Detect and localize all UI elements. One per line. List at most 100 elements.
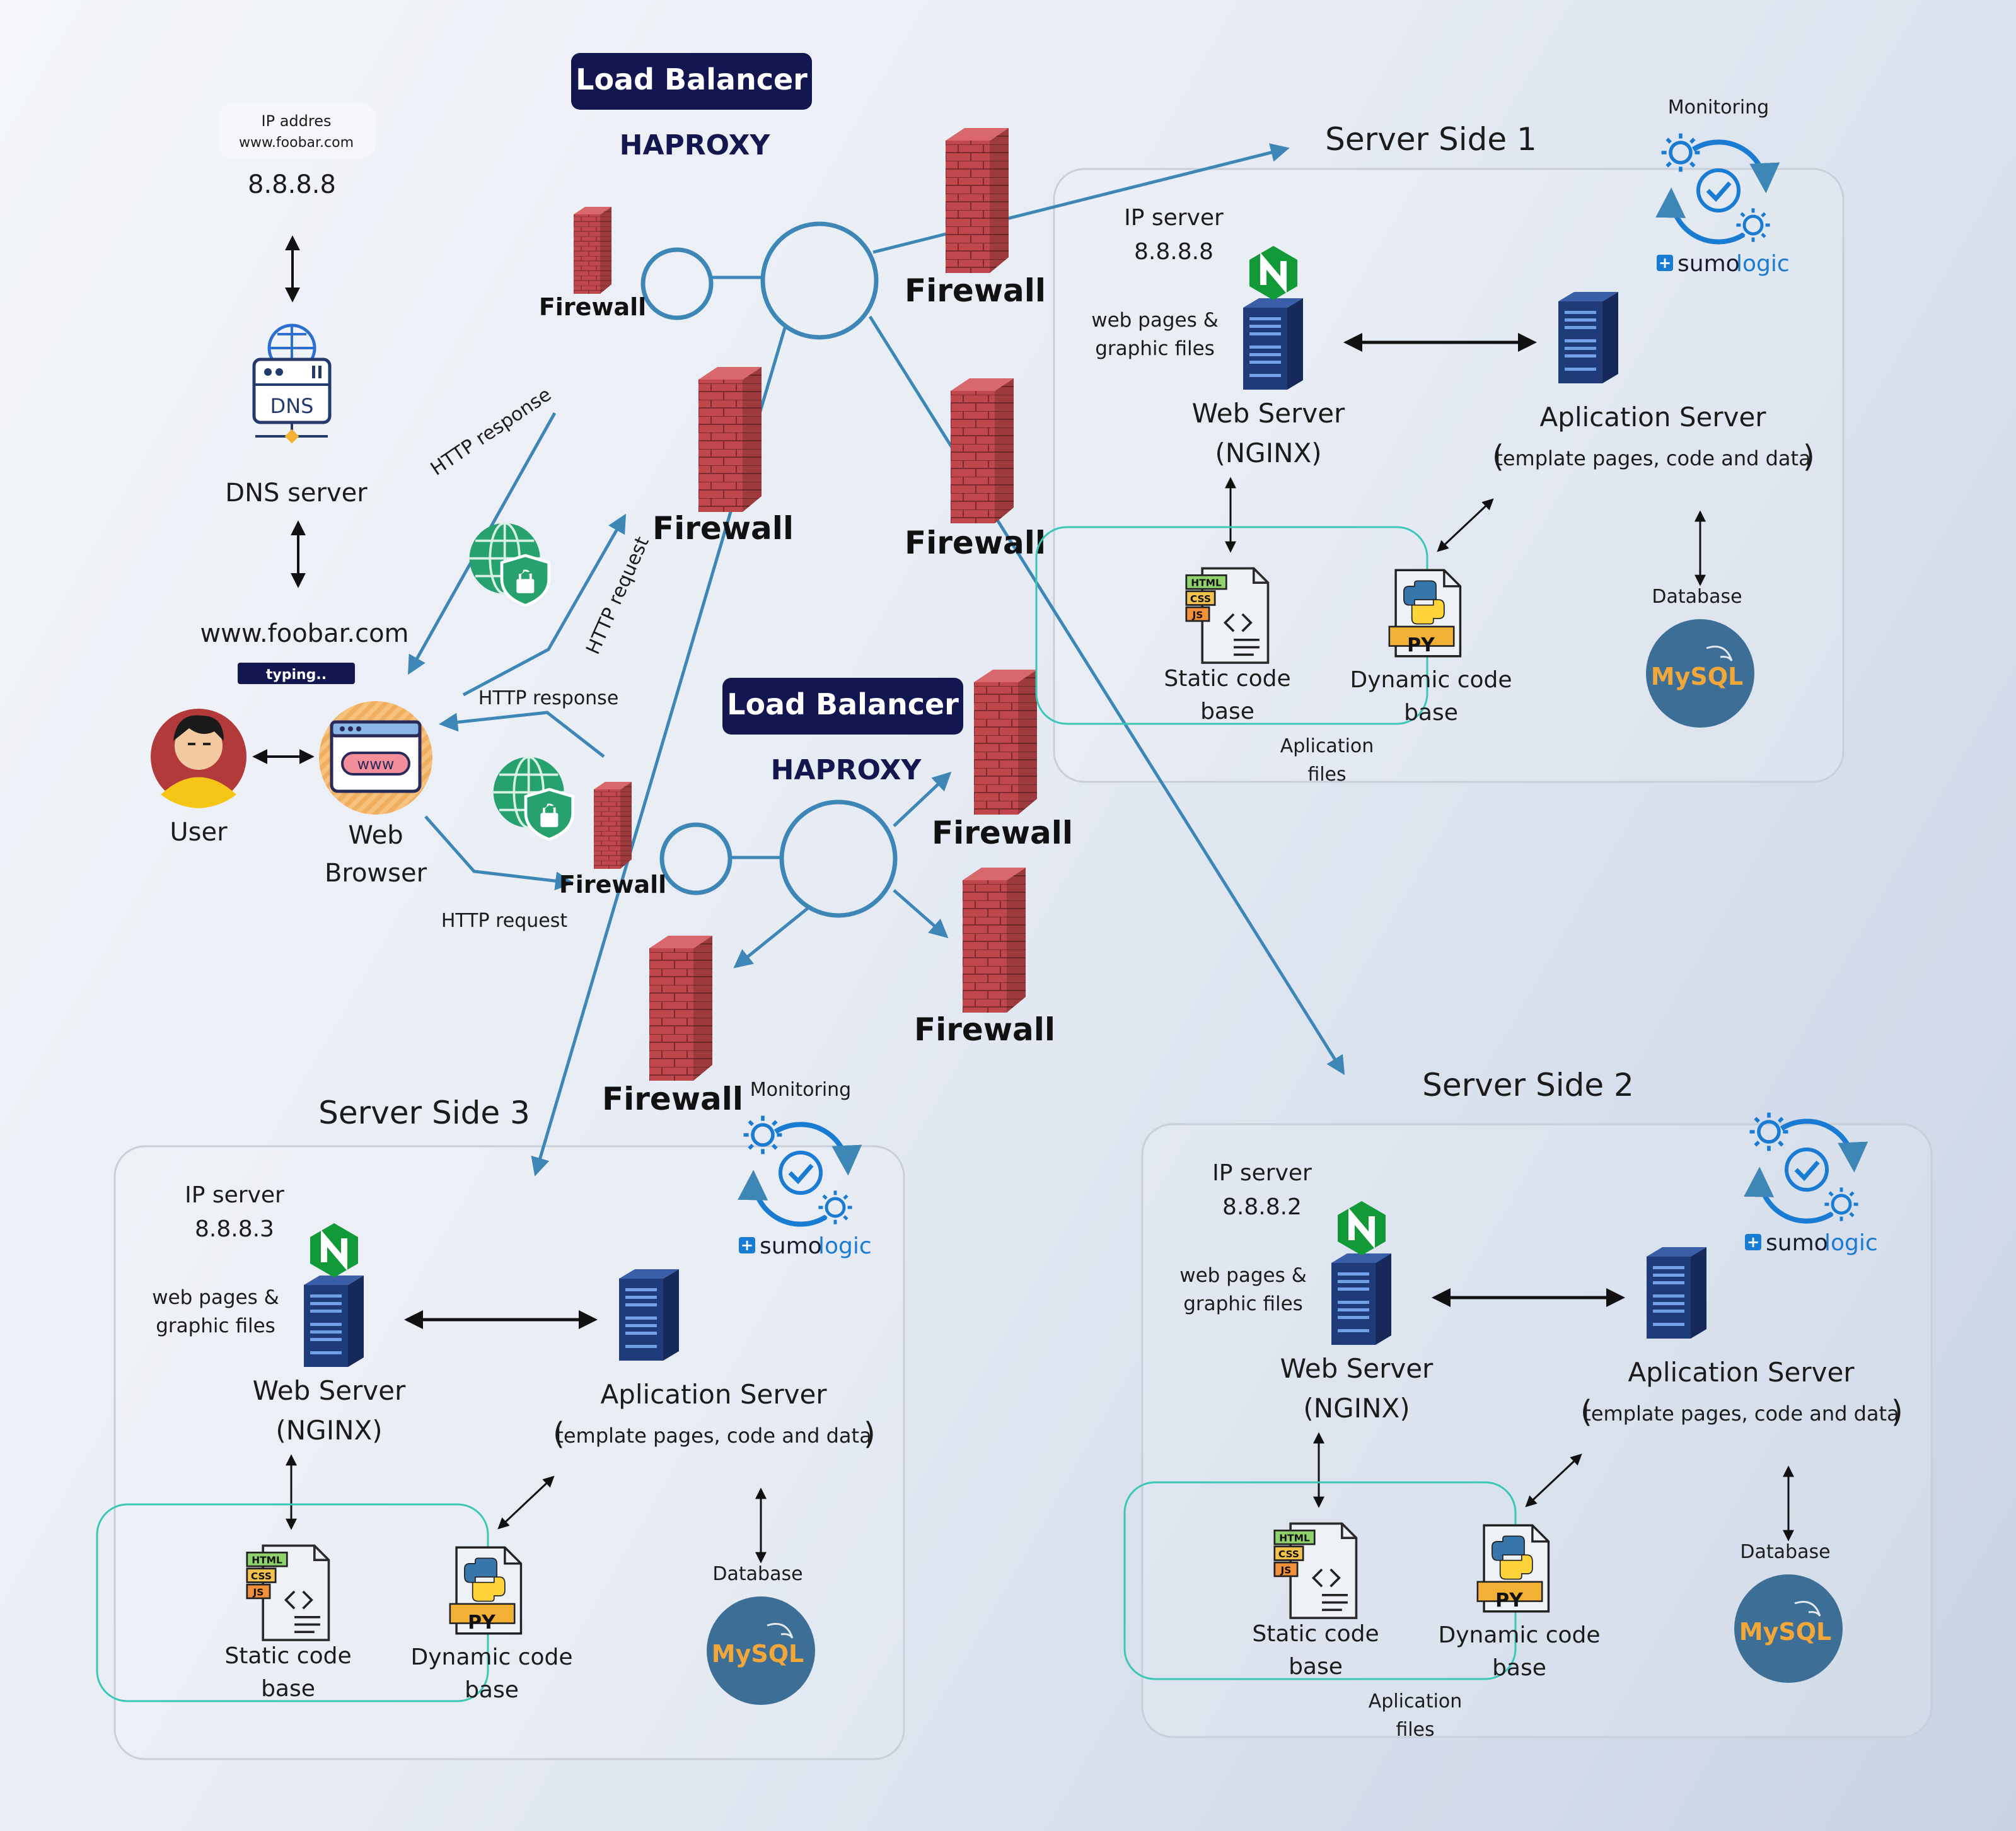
typing-badge-text: typing..: [266, 667, 327, 683]
web-server-label: Web Server: [1280, 1353, 1434, 1384]
svg-text:Firewall: Firewall: [652, 510, 794, 547]
sumologic-icon: [1657, 255, 1673, 271]
paren-open: (: [1492, 439, 1504, 474]
mysql-logo-text: MySQL: [1739, 1618, 1831, 1646]
svg-text:Firewall: Firewall: [914, 1011, 1055, 1048]
firewall-center: Firewall: [652, 367, 794, 547]
firewall-icon: [698, 367, 762, 512]
app-server-label: Aplication Server: [1628, 1357, 1855, 1388]
app-dynamic-link: [1525, 1453, 1582, 1508]
py-badge-text: PY: [1495, 1590, 1524, 1612]
mysql-logo-text: MySQL: [712, 1640, 804, 1668]
app-server-icon: [619, 1269, 679, 1361]
firewall-icon: [974, 670, 1037, 815]
web-files-label-2: graphic files: [1183, 1293, 1303, 1315]
firewall-small-1: Firewall: [539, 207, 646, 321]
sumologic-plus-icon: +: [1747, 1233, 1759, 1251]
app-server-sub-label: template pages, code and data: [1583, 1402, 1899, 1426]
ip-server-label: IP server: [1124, 205, 1224, 231]
paren-close: ): [864, 1416, 876, 1451]
static-code-sub-label: base: [1200, 699, 1254, 724]
application-files-label-1: Aplication: [1369, 1690, 1463, 1712]
firewall-lb2-bottom-right: Firewall: [914, 868, 1055, 1048]
svg-text:Firewall: Firewall: [905, 525, 1046, 561]
sumologic-icon: [1745, 1234, 1761, 1250]
sumologic-logo-a: sumo: [1677, 251, 1740, 277]
firewall-icon: [594, 782, 632, 869]
load-balancer-1-badge: [571, 53, 812, 110]
firewall-icon: [963, 868, 1026, 1013]
ip-address-label: IP addres: [262, 112, 332, 130]
web-server-sub-label: (NGINX): [275, 1415, 382, 1446]
firewall-small-2: Firewall: [559, 782, 666, 898]
static-code-label: Static code: [224, 1643, 351, 1669]
web-server-label: Web Server: [253, 1375, 406, 1406]
sumologic-plus-icon: +: [1659, 254, 1671, 272]
firewall-top-right: Firewall: [905, 128, 1046, 309]
sumologic-icon: [739, 1237, 755, 1253]
dns-server-icon: DNS: [252, 323, 332, 444]
app-server-icon: [1558, 292, 1618, 383]
monitoring-label: Monitoring: [750, 1079, 851, 1101]
database-label: Database: [712, 1563, 802, 1585]
browser-label-2: Browser: [325, 859, 427, 888]
sumologic-logo-a: sumo: [1766, 1230, 1828, 1256]
server-side-title: Server Side 2: [1422, 1067, 1634, 1103]
ip-server-label: IP server: [1212, 1160, 1312, 1186]
static-code-sub-label: base: [1289, 1654, 1343, 1680]
user-avatar: [151, 709, 246, 808]
lb1-main-node: [760, 221, 879, 340]
svg-text:www: www: [357, 755, 395, 773]
load-balancer-1-label: Load Balancer: [576, 62, 808, 96]
domain-label: www.foobar.com: [200, 619, 408, 648]
static-code-sub-label: base: [261, 1676, 315, 1702]
lb2-small-node: [659, 822, 733, 895]
browser-label-1: Web: [348, 821, 403, 850]
lb2-main-node: [779, 799, 898, 918]
app-server-label: Aplication Server: [1539, 402, 1766, 433]
web-server-sub-label: (NGINX): [1215, 438, 1321, 468]
static-code-label: Static code: [1164, 666, 1290, 692]
ip-server-value: 8.8.8.3: [195, 1216, 274, 1242]
paren-close: ): [1891, 1394, 1903, 1429]
firewall-icon: [649, 936, 712, 1081]
web-server-icon: [304, 1276, 364, 1367]
http-response-mid: HTTP response: [478, 687, 619, 709]
monitoring-label: Monitoring: [1668, 96, 1769, 119]
app-server-sub-label: template pages, code and data: [555, 1424, 871, 1448]
firewall-right-middle: Firewall: [905, 378, 1046, 561]
database-label: Database: [1740, 1541, 1830, 1563]
firewall-lb2-top: Firewall: [932, 670, 1073, 851]
http-request-bottom: HTTP request: [441, 910, 568, 932]
svg-text:Firewall: Firewall: [905, 272, 1046, 309]
ip-address-value: 8.8.8.8: [248, 170, 336, 199]
server-side-title: Server Side 1: [1325, 121, 1537, 158]
web-files-label-1: web pages &: [1179, 1264, 1307, 1287]
static-code-label: Static code: [1252, 1621, 1379, 1647]
database-label: Database: [1652, 586, 1742, 608]
dynamic-code-label: Dynamic code: [410, 1644, 572, 1670]
py-badge-text: PY: [1407, 634, 1435, 656]
app-dynamic-link: [1437, 498, 1494, 552]
web-files-label-2: graphic files: [156, 1315, 275, 1337]
sumologic-logo-a: sumo: [760, 1233, 822, 1259]
dynamic-code-sub-label: base: [465, 1677, 519, 1703]
web-server-icon: [1331, 1253, 1391, 1345]
sumologic-logo-b: logic: [1736, 251, 1790, 277]
typing-badge: [238, 663, 355, 684]
svg-text:Firewall: Firewall: [602, 1081, 743, 1117]
load-balancer-2-label: Load Balancer: [727, 687, 959, 721]
web-browser-icon: www: [319, 701, 432, 815]
dynamic-code-label: Dynamic code: [1350, 667, 1512, 693]
paren-open: (: [553, 1416, 565, 1451]
load-balancer-2-badge: [722, 678, 963, 735]
firewall-icon: [946, 128, 1009, 273]
http-response-top: HTTP response: [427, 383, 555, 480]
py-badge-text: PY: [468, 1612, 496, 1634]
dynamic-code-label: Dynamic code: [1438, 1622, 1600, 1648]
firewall-lb2-bottom-left: Firewall: [602, 936, 743, 1117]
app-server-label: Aplication Server: [600, 1379, 827, 1410]
